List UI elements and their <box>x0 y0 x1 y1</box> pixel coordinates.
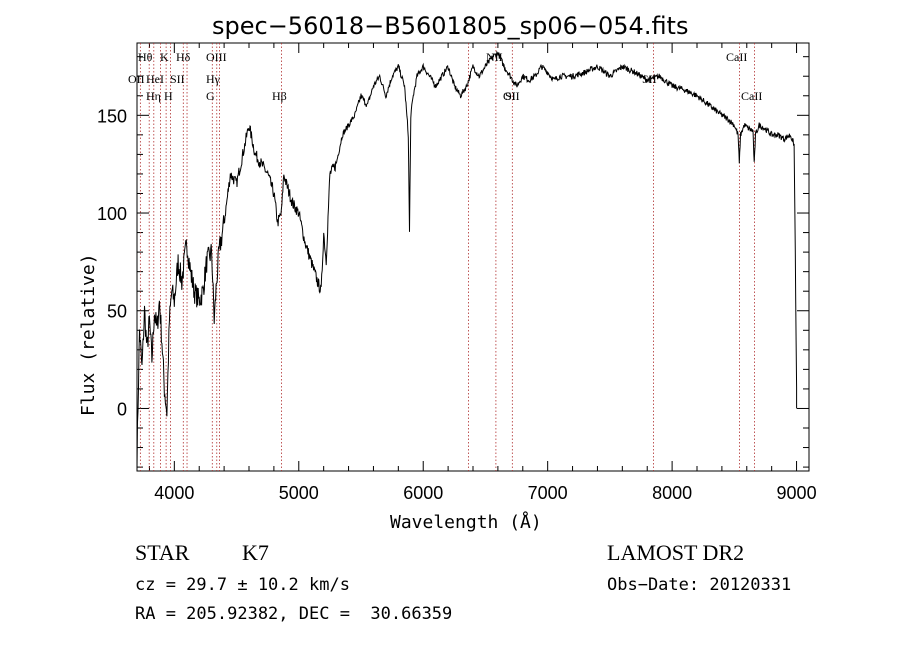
spectral-line-label: Hβ <box>272 89 287 103</box>
object-class: STAR <box>135 540 190 565</box>
spectral-line-label: CaII <box>726 50 747 64</box>
chart-title: spec−56018−B5601805_sp06−054.fits <box>212 12 689 40</box>
spectral-line-label: SII <box>642 72 657 86</box>
y-tick-label: 150 <box>97 106 127 126</box>
ra-dec: RA = 205.92382, DEC = 30.66359 <box>135 604 453 624</box>
x-tick-label: 4000 <box>154 483 194 503</box>
spectral-line-label: OII <box>128 72 145 86</box>
spectral-line-label: Hδ <box>176 50 191 64</box>
redshift-cz: cz = 29.7 ± 10.2 km/s <box>135 575 350 595</box>
spectral-line-label: Hη <box>146 89 161 103</box>
spectral-line-label: SII <box>170 72 185 86</box>
spectrum-series-line <box>136 50 798 470</box>
y-tick-label: 50 <box>107 302 127 322</box>
object-subclass: K7 <box>242 540 269 565</box>
spectral-line-label: K <box>160 50 169 64</box>
x-axis-label: Wavelength (Å) <box>390 512 542 533</box>
y-tick-label: 100 <box>97 204 127 224</box>
spectral-line-label: HeI <box>146 72 164 86</box>
x-tick-label: 5000 <box>279 483 319 503</box>
x-tick-label: 8000 <box>652 483 692 503</box>
y-axis-label: Flux (relative) <box>78 253 99 416</box>
spectral-line-label: G <box>206 89 215 103</box>
x-tick-label: 9000 <box>777 483 817 503</box>
x-tick-label: 7000 <box>528 483 568 503</box>
spectral-line-label: OI <box>503 89 516 103</box>
spectral-line-label: Hθ <box>138 50 153 64</box>
spectral-line-label: Hγ <box>206 72 221 86</box>
spectral-line-label: CaII <box>741 89 762 103</box>
survey-name: LAMOST DR2 <box>607 540 745 565</box>
spectral-line-label: NII <box>486 50 503 64</box>
spectral-line-label: SII <box>505 89 520 103</box>
observation-date: Obs−Date: 20120331 <box>607 575 792 595</box>
spectral-line-label: H <box>164 89 173 103</box>
x-tick-label: 6000 <box>403 483 443 503</box>
spectral-line-label: OIII <box>206 50 227 64</box>
plot-frame <box>136 42 810 472</box>
y-tick-label: 0 <box>117 399 127 419</box>
